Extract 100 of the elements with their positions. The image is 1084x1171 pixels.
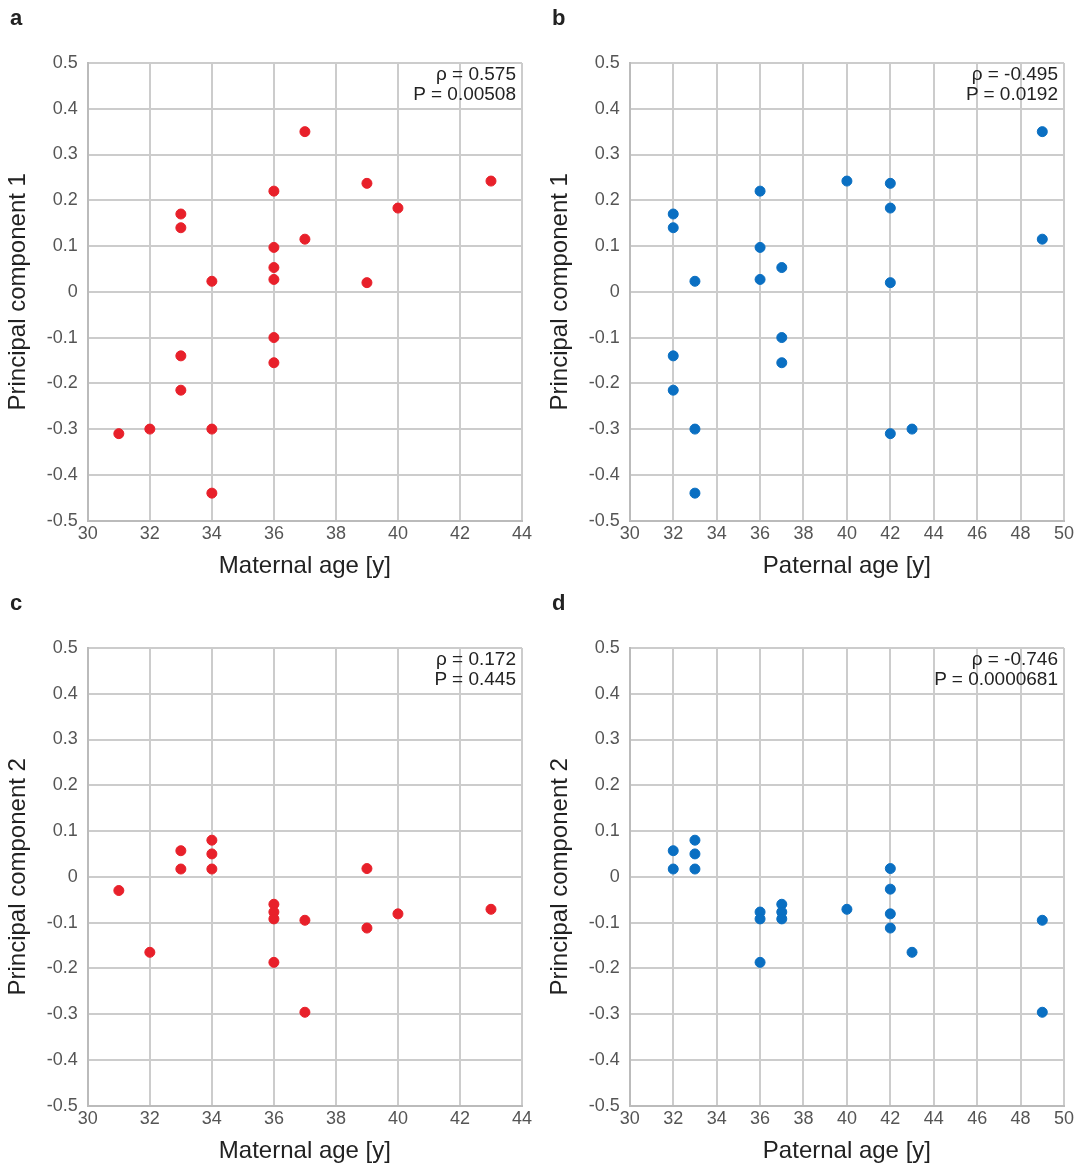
point [1036,233,1048,245]
x-tick-label: 30 [619,1108,640,1129]
y-tick-label: 0 [67,280,78,301]
y-tick-label: 0.3 [52,143,78,164]
x-axis-title: Maternal age [y] [218,551,391,579]
annotation: ρ = -0.495 [971,62,1058,84]
y-tick-label: 0.1 [594,820,620,841]
point [884,922,896,934]
point [884,863,896,875]
y-axis-title: Principal component 2 [3,758,31,996]
x-tick-label: 44 [923,523,944,544]
x-tick-label: 36 [263,1108,284,1129]
y-tick-label: 0.4 [594,97,620,118]
point [485,175,497,187]
x-tick-label: 46 [967,523,988,544]
point [299,1006,311,1018]
point [776,262,788,274]
point [689,423,701,435]
y-tick-label: 0 [609,865,620,886]
x-tick-label: 34 [706,1108,727,1129]
point [299,126,311,138]
point [776,357,788,369]
point [206,275,218,287]
point [175,845,187,857]
x-tick-label: 42 [449,523,470,544]
point [268,185,280,197]
point [268,332,280,344]
x-tick-label: 32 [139,523,160,544]
point [841,903,853,915]
y-tick-label: -0.2 [46,372,78,393]
point [884,202,896,214]
x-tick-label: 42 [880,523,901,544]
y-tick-label: 0.1 [52,820,78,841]
y-tick-label: 0.4 [594,682,620,703]
x-tick-label: 50 [1053,1108,1075,1129]
x-tick-label: 40 [387,1108,408,1129]
x-tick-label: 50 [1053,523,1075,544]
point [776,332,788,344]
x-tick-label: 32 [663,523,684,544]
y-tick-label: -0.2 [588,957,620,978]
y-tick-label: 0.1 [52,235,78,256]
x-tick-label: 38 [793,523,814,544]
point [206,848,218,860]
y-tick-label: 0.4 [52,97,78,118]
y-tick-label: -0.3 [46,1003,78,1024]
point [361,177,373,189]
y-axis-title: Principal component 2 [545,758,573,996]
y-tick-label: 0.5 [594,51,620,72]
x-tick-label: 32 [663,1108,684,1129]
point [361,863,373,875]
point [175,350,187,362]
y-tick-label: -0.4 [588,463,620,484]
point [754,956,766,968]
y-tick-label: -0.3 [588,1003,620,1024]
point [689,863,701,875]
y-tick-label: 0 [67,865,78,886]
y-tick-label: -0.2 [46,957,78,978]
y-tick-label: -0.1 [588,911,620,932]
annotation: ρ = 0.575 [435,62,516,84]
x-tick-label: 48 [1010,1108,1031,1129]
y-tick-label: 0.5 [52,636,78,657]
point [175,208,187,220]
point [268,956,280,968]
point [206,863,218,875]
x-tick-label: 36 [263,523,284,544]
point [906,423,918,435]
point [268,262,280,274]
x-tick-label: 34 [201,523,222,544]
x-tick-label: 38 [793,1108,814,1129]
point [689,848,701,860]
x-tick-label: 44 [511,523,533,544]
y-tick-label: 0.1 [594,235,620,256]
point [299,233,311,245]
x-tick-label: 32 [139,1108,160,1129]
point [175,863,187,875]
x-tick-label: 38 [325,1108,346,1129]
point [1036,126,1048,138]
point [689,834,701,846]
point [884,177,896,189]
point [884,428,896,440]
point [1036,1006,1048,1018]
x-tick-label: 40 [836,1108,857,1129]
point [1036,914,1048,926]
x-tick-label: 46 [967,1108,988,1129]
point [667,863,679,875]
y-tick-label: -0.2 [588,372,620,393]
point [884,277,896,289]
point [268,273,280,285]
x-tick-label: 34 [706,523,727,544]
x-tick-label: 30 [77,1108,98,1129]
x-tick-label: 44 [511,1108,533,1129]
annotation: ρ = -0.746 [971,647,1058,669]
x-axis-title: Paternal age [y] [762,551,931,579]
point [754,273,766,285]
x-tick-label: 38 [325,523,346,544]
x-tick-label: 40 [387,523,408,544]
point [841,175,853,187]
point [268,241,280,253]
y-tick-label: 0.2 [52,774,78,795]
point [392,202,404,214]
